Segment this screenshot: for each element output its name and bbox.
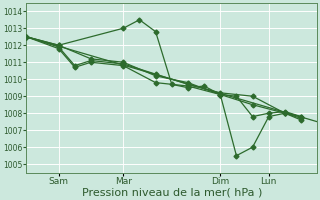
X-axis label: Pression niveau de la mer( hPa ): Pression niveau de la mer( hPa ) bbox=[82, 187, 262, 197]
